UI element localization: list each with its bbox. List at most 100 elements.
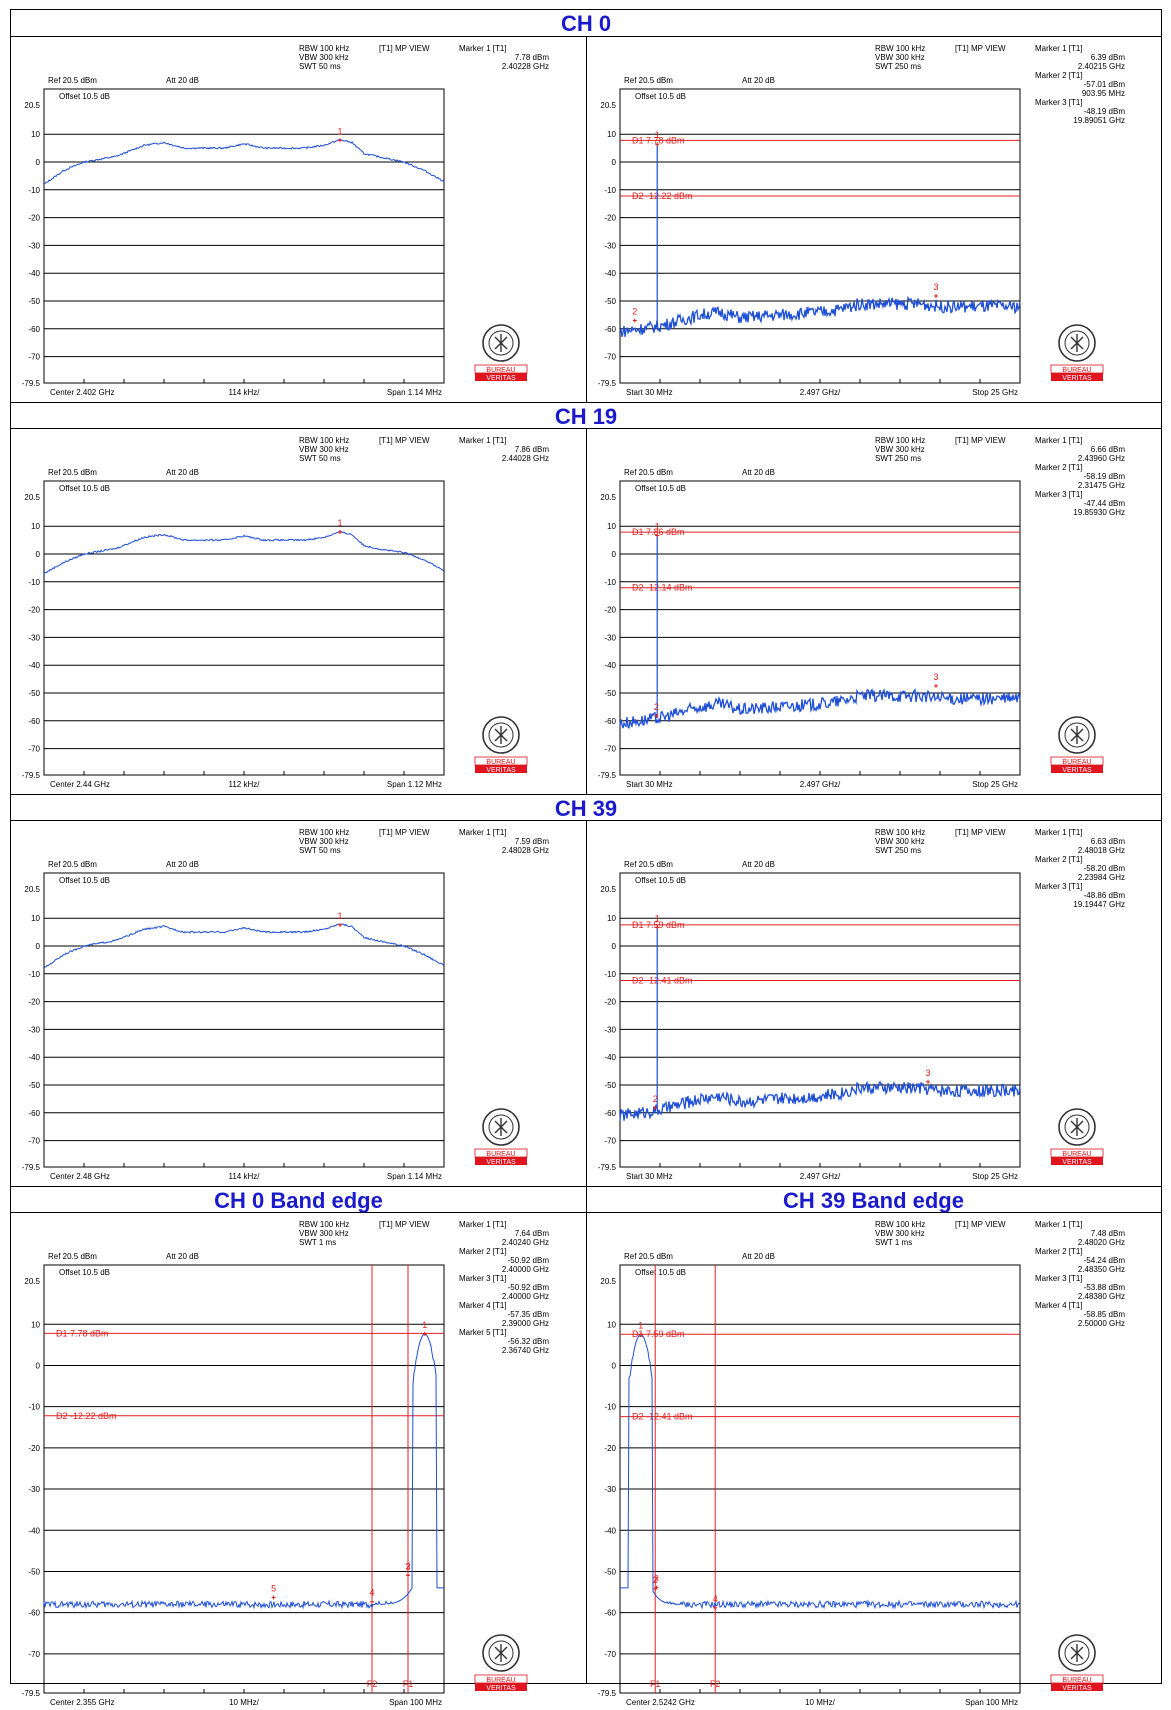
y-tick-label: -60 [28, 1609, 40, 1618]
marker-cross [655, 925, 660, 930]
trace-line [619, 1080, 1021, 1122]
setting-offset: Offset 10.5 dB [635, 1268, 686, 1277]
setting-ref: Ref 20.5 dBm [624, 860, 673, 869]
plot-ch0-bandedge: RBW 100 kHz VBW 300 kHz SWT 1 ms [T1] MP VI… [11, 1213, 586, 1707]
logo-veritas-text: VERITAS [1062, 1159, 1092, 1166]
y-tick-label: -40 [604, 661, 616, 670]
logo-seal-inner [1064, 1114, 1090, 1140]
marker-label: 3 [933, 672, 938, 682]
plot-ch39-left: RBW 100 kHz VBW 300 kHz SWT 50 ms [T1] MP V… [11, 821, 586, 1218]
marker-label: 1 [337, 911, 342, 921]
setting-offset: Offset 10.5 dB [635, 484, 686, 493]
setting-offset: Offset 10.5 dB [59, 1268, 110, 1277]
marker-readout-value: 2.48018 GHz [1078, 846, 1125, 855]
marker-cross [338, 530, 342, 535]
y-tick-label: 0 [36, 550, 41, 559]
setting-swt: SWT 1 ms [875, 1238, 912, 1247]
marker-readout-title: Marker 4 [T1] [1035, 1301, 1083, 1310]
y-tick-label: 10 [607, 522, 616, 531]
setting-vbw: VBW 300 kHz [299, 53, 349, 62]
marker-label: 2 [405, 1561, 410, 1571]
y-tick-label: 0 [612, 158, 617, 167]
setting-att: Att 20 dB [742, 76, 775, 85]
trace-line [620, 1334, 1021, 1610]
y-tick-label: 0 [612, 942, 617, 951]
marker-readout-value: 7.86 dBm [515, 445, 550, 454]
logo-veritas-box [475, 373, 527, 381]
y-tick-label: -40 [604, 269, 616, 278]
marker-readout-title: Marker 3 [T1] [459, 1274, 507, 1283]
y-tick-label: -60 [604, 1109, 616, 1118]
marker-readout-value: 2.44028 GHz [502, 454, 549, 463]
y-tick-label: -50 [604, 1081, 616, 1090]
y-tick-label: 0 [612, 550, 617, 559]
marker-readout-value: 7.78 dBm [515, 53, 550, 62]
logo-seal-mark [494, 1118, 508, 1136]
marker-readout-value: 19.89051 GHz [1073, 116, 1125, 125]
logo-seal-inner [1064, 330, 1090, 356]
y-tick-label: -30 [604, 1485, 616, 1494]
marker-cross [370, 1599, 374, 1604]
y-tick-label: -70 [604, 1650, 616, 1659]
plot-ch0-left: RBW 100 kHz VBW 300 kHz SWT 50 ms [T1] MP V… [11, 37, 586, 434]
marker-cross [934, 293, 938, 298]
marker-label: 2 [632, 306, 637, 316]
logo-seal-inner [488, 722, 514, 748]
y-tick-label: 0 [36, 942, 41, 951]
marker-label: 1 [655, 521, 660, 531]
marker-readout-value: 6.63 dBm [1091, 837, 1126, 846]
x-label-mid: 10 MHz/ [805, 1698, 836, 1707]
plot-frame [619, 872, 1021, 1168]
marker-cross [654, 1585, 659, 1590]
marker-readout-value: 2.39000 GHz [502, 1319, 549, 1328]
y-tick-label: -20 [28, 214, 40, 223]
marker-cross [338, 138, 342, 143]
logo-veritas-text: VERITAS [486, 1159, 516, 1166]
plot-frame [43, 480, 445, 776]
setting-vbw: VBW 300 kHz [875, 53, 925, 62]
marker-readout-title: Marker 3 [T1] [1035, 1274, 1083, 1283]
marker-readout-title: Marker 1 [T1] [459, 1220, 507, 1229]
y-tick-label: -10 [604, 186, 616, 195]
x-label-mid: 2.497 GHz/ [800, 1172, 841, 1181]
y-tick-label: -40 [28, 1053, 40, 1062]
y-tick-label: -10 [604, 578, 616, 587]
setting-att: Att 20 dB [166, 860, 199, 869]
x-label-right: Span 100 MHz [389, 1698, 442, 1707]
marker-readout-value: -54.24 dBm [1084, 1256, 1126, 1265]
logo-bureau-text: BUREAU [1062, 1151, 1091, 1158]
marker-cross [654, 713, 659, 718]
y-tick-label: -79.5 [22, 379, 41, 388]
logo-seal-mark [1070, 1644, 1084, 1662]
marker-readout-value: -58.85 dBm [1084, 1310, 1126, 1319]
logo-veritas-box [475, 765, 527, 773]
y-tick-label: -40 [604, 1526, 616, 1535]
x-label-left: Start 30 MHz [626, 388, 673, 397]
y-tick-label: 10 [31, 522, 40, 531]
marker-cross [271, 1595, 276, 1600]
report-sheet: CH 0 RBW 100 kHz VBW 300 kHz SWT 50 ms [T1]… [10, 9, 1162, 1707]
plot-ch0-right: RBW 100 kHz VBW 300 kHz SWT 250 ms [T1] MP … [587, 37, 1162, 434]
section-header-ch39-bandedge: CH 39 Band edge [586, 1186, 1161, 1213]
trace-line [43, 923, 445, 969]
marker-readout-value: 2.40000 GHz [502, 1292, 549, 1301]
logo-veritas-text: VERITAS [486, 767, 516, 774]
setting-vbw: VBW 300 kHz [875, 1229, 925, 1238]
frequency-line-label: F1 [403, 1679, 414, 1689]
x-label-right: Span 1.14 MHz [387, 1172, 442, 1181]
y-tick-label: 20.5 [24, 101, 40, 110]
y-tick-label: 10 [607, 130, 616, 139]
marker-cross [638, 1332, 643, 1337]
setting-mode: [T1] MP VIEW [379, 44, 430, 53]
setting-swt: SWT 250 ms [875, 454, 921, 463]
marker-readout-title: Marker 1 [T1] [459, 436, 507, 445]
logo-veritas-text: VERITAS [1062, 767, 1092, 774]
marker-cross [406, 1573, 410, 1578]
marker-label: 1 [337, 126, 342, 136]
setting-ref: Ref 20.5 dBm [48, 860, 97, 869]
y-tick-label: 20.5 [24, 885, 40, 894]
